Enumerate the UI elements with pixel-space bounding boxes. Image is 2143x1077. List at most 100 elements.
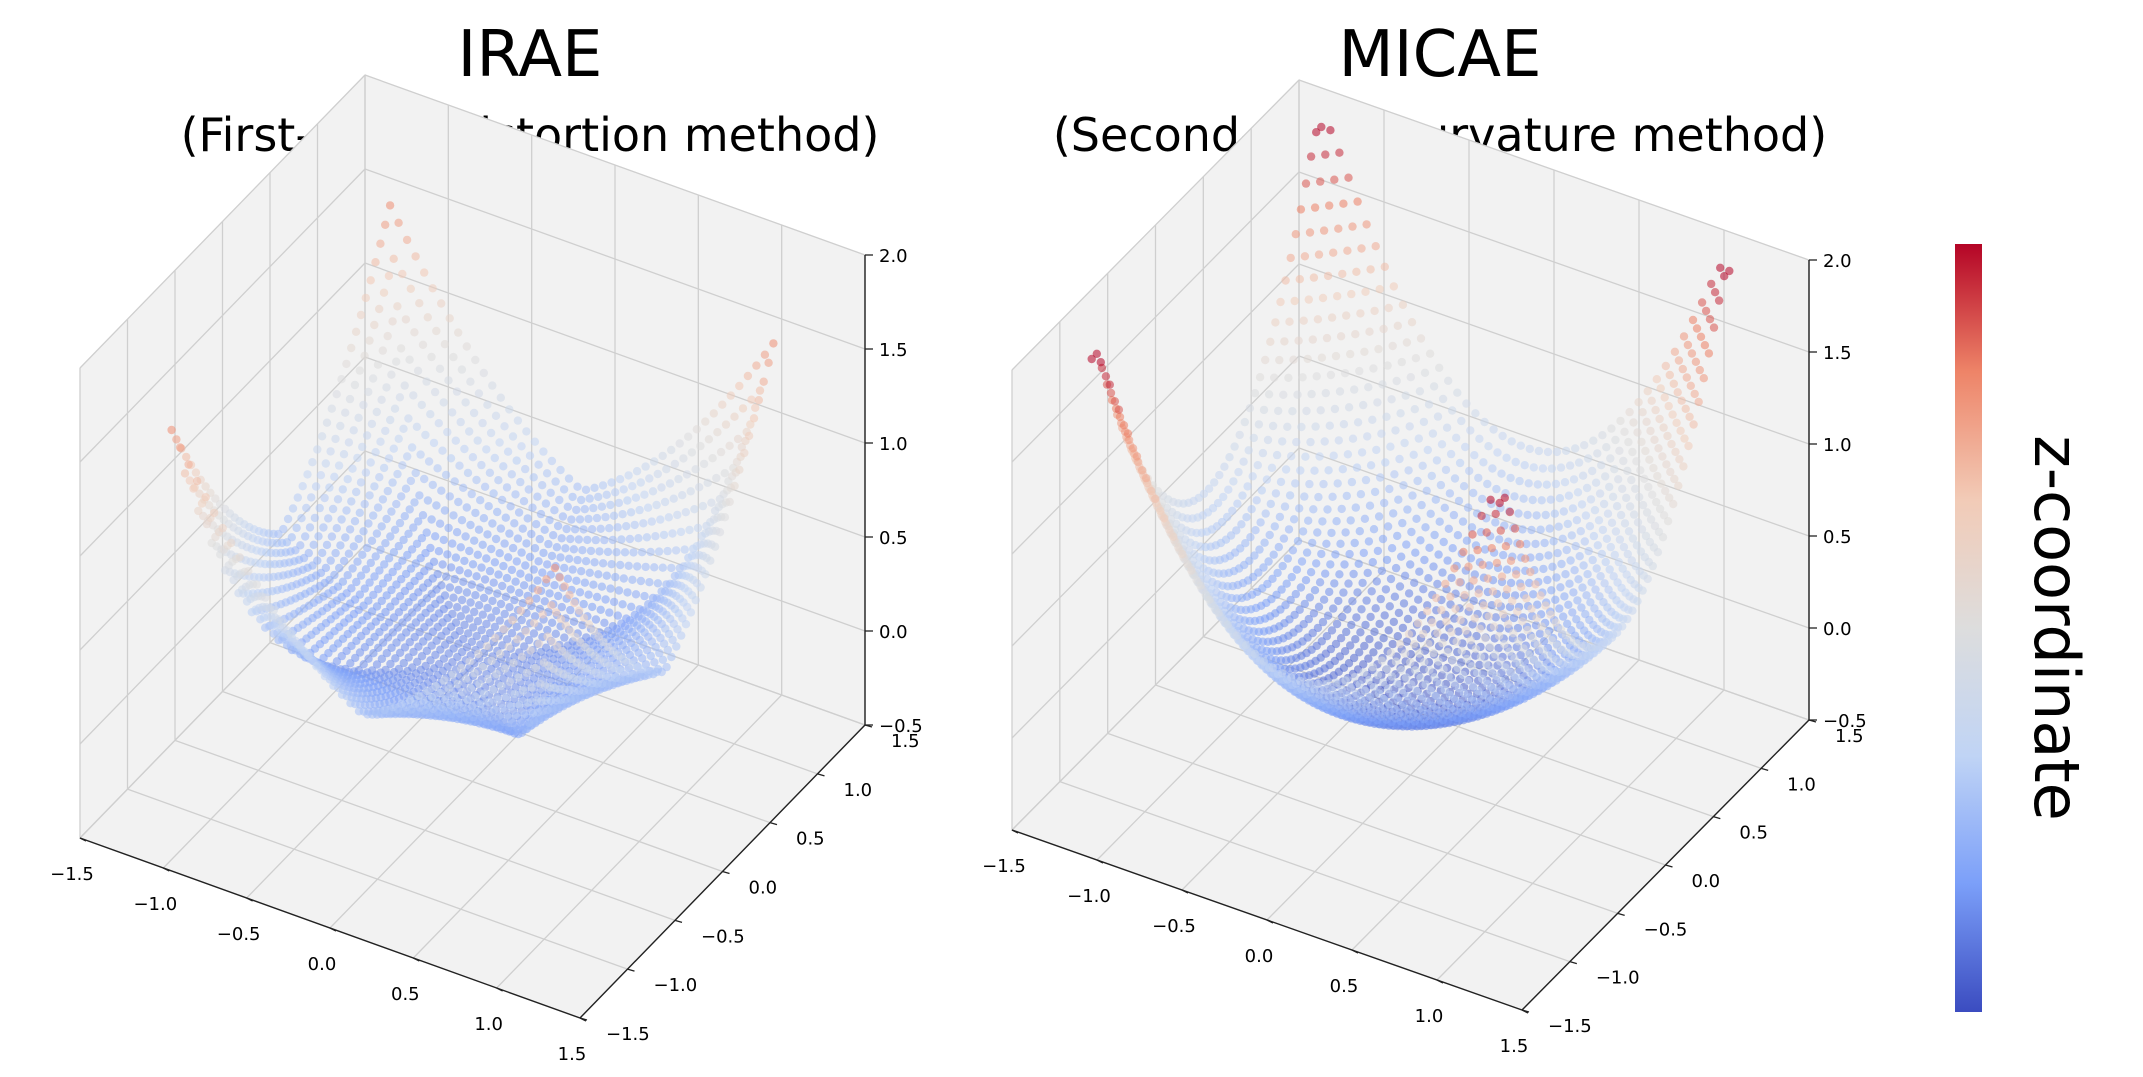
left-surface-point: [352, 577, 361, 587]
right-surface-point: [1271, 318, 1280, 327]
right-surface-point: [1332, 517, 1341, 526]
right-surface-point: [1515, 476, 1524, 486]
right-surface-point: [1444, 376, 1453, 385]
right-surface-point: [1548, 562, 1557, 571]
left-surface-point: [543, 632, 552, 641]
right-surface-point: [1589, 531, 1599, 541]
right-surface-point: [1588, 555, 1597, 565]
left-surface-point: [654, 547, 664, 556]
right-surface-point: [1253, 461, 1263, 470]
left-surface-point: [667, 652, 676, 662]
right-surface-point: [1310, 586, 1320, 595]
right-surface-point: [1335, 387, 1345, 396]
right-surface-point: [1663, 431, 1672, 441]
left-surface-point: [629, 548, 638, 557]
right-surface-point: [1303, 354, 1312, 364]
left-surface-point: [725, 441, 734, 450]
left-surface-point: [594, 632, 603, 641]
right-surface-point: [1261, 355, 1270, 365]
right-surface-point: [1452, 637, 1461, 646]
left-surface-point: [355, 366, 364, 375]
left-surface-point: [344, 438, 354, 447]
left-z-tick-label: −0.5: [879, 716, 923, 737]
right-surface-point: [1448, 544, 1457, 553]
right-surface-point: [1498, 610, 1508, 619]
right-surface-point: [1653, 548, 1663, 557]
left-surface-point: [530, 618, 539, 628]
right-surface-point: [1533, 480, 1543, 489]
right-surface-point: [1508, 596, 1517, 606]
left-surface-point: [464, 629, 473, 638]
left-surface-point: [252, 580, 261, 589]
left-surface-point: [516, 606, 525, 615]
left-surface-point: [375, 473, 384, 482]
left-surface-point: [507, 629, 517, 638]
left-surface-point: [310, 513, 320, 523]
left-surface-point: [388, 567, 397, 577]
left-surface-point: [665, 479, 675, 488]
right-surface-point: [1381, 585, 1391, 594]
left-surface-point: [453, 603, 462, 612]
left-surface-point: [302, 503, 311, 513]
left-surface-point: [540, 597, 549, 606]
right-surface-point: [1365, 501, 1375, 510]
left-surface-point: [338, 485, 347, 494]
right-surface-point: [1473, 545, 1482, 555]
left-surface-point: [398, 461, 407, 470]
right-surface-point: [1325, 201, 1334, 210]
left-surface-point: [455, 461, 464, 470]
left-surface-point: [435, 519, 445, 528]
right-surface-point: [1352, 613, 1361, 622]
right-surface-point: [1348, 434, 1358, 443]
left-surface-point: [360, 584, 369, 593]
left-surface-point: [713, 428, 722, 437]
right-surface-point: [1295, 504, 1304, 513]
left-surface-point: [409, 391, 418, 400]
right-surface-point: [1341, 528, 1350, 537]
right-surface-point: [1101, 372, 1111, 381]
left-surface-point: [303, 470, 312, 479]
right-surface-point: [1258, 448, 1268, 458]
right-surface-point: [1433, 628, 1442, 638]
left-surface-point: [378, 579, 388, 588]
right-surface-point: [1383, 522, 1393, 531]
right-surface-point: [1295, 275, 1305, 284]
left-surface-point: [379, 288, 389, 297]
left-surface-point: [740, 448, 749, 458]
left-surface-point: [491, 411, 501, 420]
right-surface-point: [1402, 540, 1411, 549]
right-surface-point: [1312, 128, 1321, 137]
right-surface-point: [1511, 570, 1521, 579]
left-surface-point: [327, 532, 337, 541]
left-surface-point: [489, 489, 498, 498]
right-surface-point: [1324, 466, 1333, 475]
right-surface-point: [1232, 631, 1242, 640]
left-surface-point: [597, 502, 607, 511]
left-surface-point: [596, 605, 605, 614]
right-surface-point: [1500, 640, 1509, 649]
left-surface-point: [358, 442, 367, 452]
left-surface-point: [412, 539, 422, 548]
left-surface-point: [322, 418, 332, 427]
left-y-tick: [674, 919, 683, 923]
left-surface-point: [481, 634, 490, 644]
left-surface-point: [453, 679, 462, 689]
left-surface-point: [359, 660, 368, 669]
left-surface-point: [346, 659, 355, 668]
left-surface-point: [589, 503, 598, 513]
right-surface-point: [1353, 588, 1362, 597]
right-surface-point: [1720, 272, 1729, 281]
left-surface-point: [393, 562, 402, 571]
right-surface-point: [1569, 588, 1578, 597]
left-surface-point: [375, 304, 384, 314]
right-surface-point: [1360, 347, 1369, 356]
left-grid-back-z: [364, 262, 866, 444]
right-surface-point: [1513, 607, 1522, 616]
left-surface-point: [489, 578, 498, 587]
right-surface-point: [1333, 691, 1342, 701]
left-surface-point: [366, 458, 375, 467]
left-surface-point: [497, 495, 507, 505]
right-surface-point: [1274, 542, 1284, 552]
right-surface-point: [1625, 407, 1634, 417]
right-surface-point: [1607, 518, 1617, 527]
